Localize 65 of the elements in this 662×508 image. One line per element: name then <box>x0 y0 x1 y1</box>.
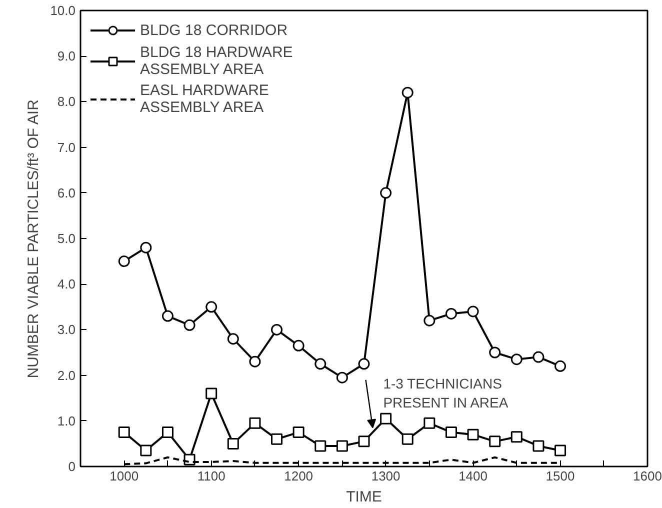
y-tick-label: 5.0 <box>57 231 76 246</box>
point <box>489 346 501 358</box>
point <box>510 431 522 443</box>
point <box>380 412 392 424</box>
point <box>249 356 261 368</box>
point <box>380 187 392 199</box>
y-tick-label: 3.0 <box>57 322 76 338</box>
point <box>140 242 152 254</box>
point <box>314 440 326 452</box>
x-tick-label: 1300 <box>371 468 400 484</box>
point <box>292 426 304 438</box>
y-tick-label: 7.0 <box>57 140 76 155</box>
point <box>532 440 544 452</box>
point <box>227 333 239 345</box>
point <box>271 433 283 445</box>
point <box>118 256 130 268</box>
y-tick-label: 6.0 <box>57 185 76 200</box>
point <box>467 306 479 318</box>
point <box>424 417 436 429</box>
y-tick-label: 9.0 <box>57 48 76 64</box>
point <box>336 372 348 384</box>
point <box>358 436 370 448</box>
point <box>424 314 436 326</box>
x-tick-label: 1200 <box>284 468 314 484</box>
point <box>358 358 370 370</box>
point <box>402 433 414 445</box>
y-tick-label: 1.0 <box>57 413 76 428</box>
point <box>314 358 326 370</box>
point <box>271 324 283 336</box>
y-tick-label: 0 <box>68 459 76 474</box>
x-tick-label: 1100 <box>197 468 226 484</box>
x-tick-label: 1600 <box>633 468 662 484</box>
point <box>162 426 174 438</box>
x-tick-label: 1400 <box>458 468 488 484</box>
x-tick-label: 1500 <box>546 468 575 484</box>
annotation: 1-3 TECHNICIANS PRESENT IN AREA <box>383 375 509 410</box>
point <box>554 360 566 372</box>
x-axis-title: TIME <box>346 488 382 506</box>
point <box>489 436 501 448</box>
legend-label: EASL HARDWARE ASSEMBLY AREA <box>140 82 269 116</box>
point <box>467 428 479 440</box>
point <box>402 86 414 98</box>
y-tick-label: 10.0 <box>50 3 76 18</box>
point <box>206 388 218 400</box>
point <box>510 354 522 366</box>
point <box>554 444 566 456</box>
y-tick-label: 4.0 <box>57 276 76 292</box>
y-tick-label: 8.0 <box>57 94 76 110</box>
point <box>292 340 304 352</box>
point <box>227 438 239 450</box>
point <box>162 310 174 322</box>
point <box>140 444 152 456</box>
point <box>445 308 457 320</box>
point <box>249 417 261 429</box>
x-tick-label: 1000 <box>110 468 139 484</box>
y-axis-title: NUMBER VIABLE PARTICLES/ft³ OF AIR <box>25 99 42 378</box>
point <box>184 319 196 331</box>
point <box>532 351 544 363</box>
point <box>206 301 218 313</box>
point <box>336 440 348 452</box>
legend-label: BLDG 18 HARDWARE ASSEMBLY AREA <box>140 44 293 78</box>
legend-label: BLDG 18 CORRIDOR <box>140 22 288 38</box>
point <box>445 426 457 438</box>
y-tick-label: 2.0 <box>57 368 76 383</box>
point <box>118 426 130 438</box>
